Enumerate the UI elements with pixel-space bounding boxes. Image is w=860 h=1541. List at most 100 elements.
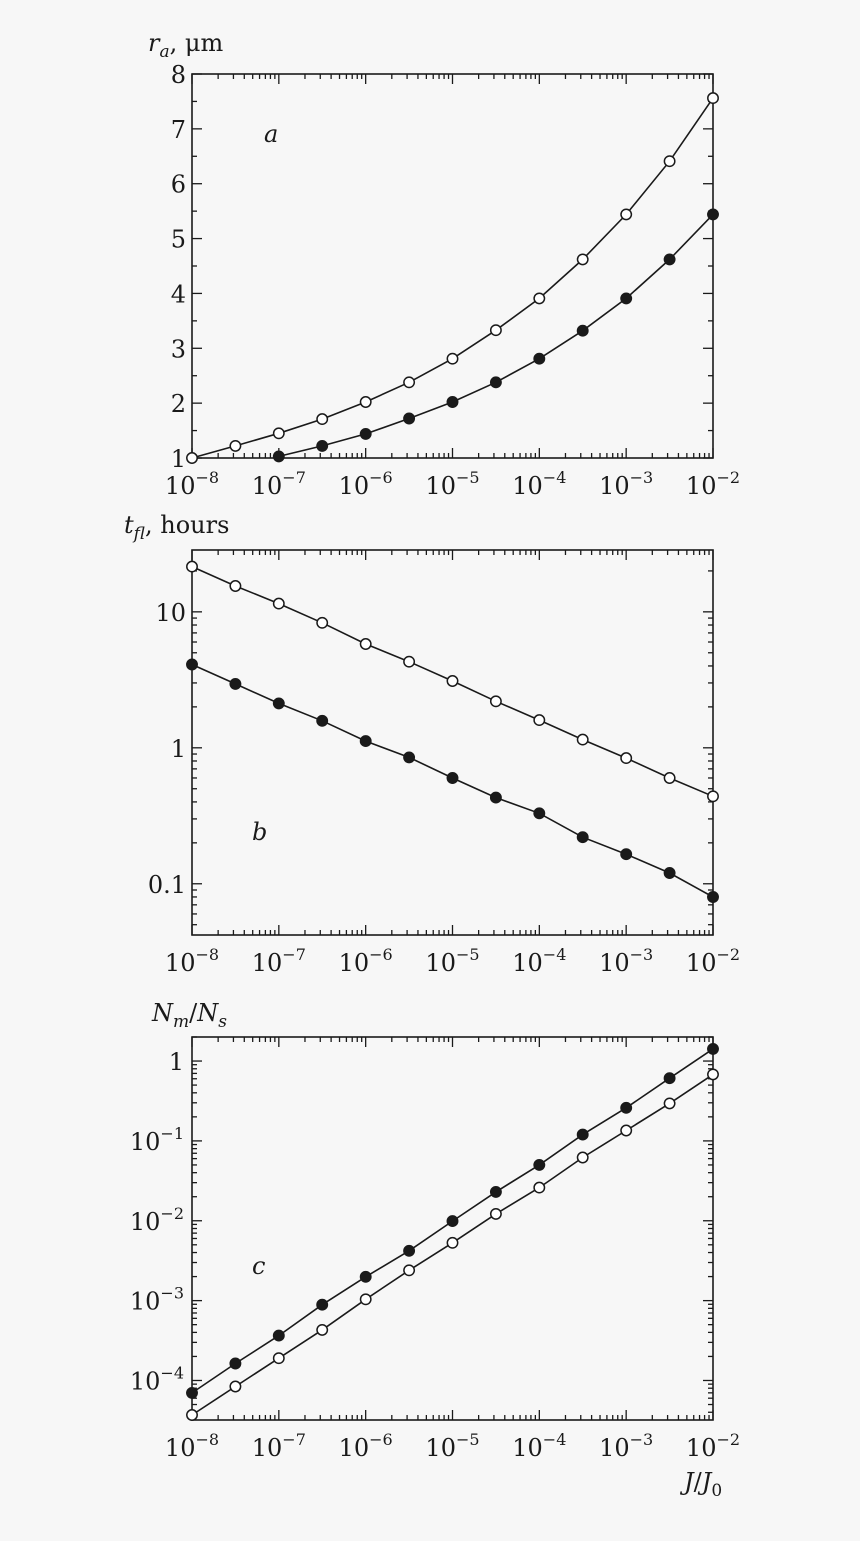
- x-tick-label: 10−4: [512, 1430, 566, 1462]
- data-point: [663, 867, 676, 879]
- data-point: [272, 697, 285, 710]
- y-tick-label: 0.1: [148, 871, 186, 899]
- data-point: [707, 208, 719, 221]
- data-point: [620, 848, 633, 861]
- x-tick-label: 10−3: [599, 1430, 653, 1462]
- data-point: [316, 714, 329, 727]
- panel-letter: b: [252, 818, 267, 846]
- data-point: [272, 597, 285, 610]
- data-point: [316, 1323, 329, 1336]
- y-axis-label: tfl, hours: [124, 511, 229, 544]
- plot-frame: [191, 1036, 714, 1421]
- data-point: [359, 638, 372, 650]
- y-tick-label: 10−1: [130, 1124, 184, 1156]
- data-point: [229, 1380, 242, 1393]
- data-point: [489, 376, 502, 389]
- data-point: [576, 324, 589, 337]
- series-open: [186, 560, 719, 803]
- y-tick-label: 1: [171, 445, 186, 473]
- data-point: [403, 751, 416, 764]
- y-tick-label: 2: [171, 390, 186, 418]
- data-point: [186, 658, 198, 671]
- y-tick-label: 1: [169, 1048, 184, 1076]
- x-tick-label: 10−5: [425, 1430, 479, 1462]
- data-point: [663, 155, 676, 168]
- data-point: [359, 1293, 372, 1306]
- data-point: [403, 412, 416, 425]
- data-point: [446, 1236, 459, 1249]
- data-point: [186, 1386, 198, 1399]
- panel-letter: c: [252, 1252, 265, 1280]
- data-point: [489, 695, 502, 708]
- x-tick-label: 10−6: [339, 1430, 393, 1462]
- data-point: [316, 1298, 329, 1311]
- data-point: [446, 772, 459, 784]
- series-open: [186, 92, 719, 464]
- data-point: [489, 1185, 502, 1198]
- series-filled: [186, 658, 719, 903]
- data-point: [446, 352, 459, 365]
- data-point: [533, 292, 546, 305]
- data-point: [403, 1264, 416, 1277]
- data-point: [359, 427, 372, 440]
- data-point: [707, 891, 719, 903]
- panel-c: 10−8 10−7 10−6 10−5 10−4 10−3 10−2 10−4 10−3 10−2…: [130, 999, 740, 1501]
- data-point: [489, 1207, 502, 1220]
- x-tick-label: 10−8: [165, 945, 219, 977]
- plot-frame: [191, 549, 714, 936]
- x-tick-label: 10−2: [686, 945, 740, 977]
- y-tick-label: 6: [171, 171, 186, 199]
- x-tick-label: 10−7: [252, 468, 306, 500]
- data-point: [489, 791, 502, 804]
- y-tick-label: 10−3: [130, 1284, 184, 1316]
- data-point: [533, 714, 546, 727]
- data-point: [229, 439, 242, 452]
- data-point: [533, 352, 546, 365]
- data-point: [663, 772, 676, 784]
- x-tick-label: 10−3: [599, 468, 653, 500]
- x-tick-label: 10−7: [252, 945, 306, 977]
- data-point: [576, 733, 589, 746]
- data-point: [489, 324, 502, 337]
- x-tick-label: 10−3: [599, 945, 653, 977]
- data-point: [316, 439, 329, 452]
- series-open: [186, 1068, 719, 1421]
- y-axis-label: ra, μm: [148, 29, 223, 62]
- data-point: [272, 450, 285, 463]
- data-point: [186, 452, 198, 464]
- data-point: [620, 1101, 633, 1114]
- data-point: [272, 427, 285, 440]
- x-tick-label: 10−6: [339, 945, 393, 977]
- data-point: [663, 253, 676, 266]
- data-point: [576, 1151, 589, 1164]
- y-tick-label: 4: [171, 280, 186, 308]
- y-axis-label: Nm/Ns: [151, 999, 227, 1032]
- data-point: [533, 807, 546, 820]
- axis-ticks: [191, 550, 714, 935]
- x-tick-label: 10−6: [339, 468, 393, 500]
- data-point: [229, 677, 242, 690]
- data-point: [576, 1128, 589, 1141]
- panel-b: 10−8 10−7 10−6 10−5 10−4 10−3 10−2 0.1 1 10 tfl, h…: [124, 511, 740, 977]
- data-point: [707, 1042, 719, 1055]
- data-point: [359, 1270, 372, 1283]
- data-point: [707, 92, 719, 105]
- panel-a: 10−8 10−7 10−6 10−5 10−4 10−3 10−2 1 2 3 4 5 6 7 8ra, …: [148, 29, 740, 500]
- data-point: [186, 560, 198, 573]
- data-point: [620, 1124, 633, 1137]
- panel-letter: a: [264, 120, 278, 148]
- data-point: [229, 1357, 242, 1370]
- data-point: [663, 1072, 676, 1085]
- data-point: [272, 1329, 285, 1342]
- x-axis-label: J/J0: [679, 1468, 722, 1501]
- data-point: [316, 413, 329, 426]
- data-point: [229, 580, 242, 592]
- data-point: [620, 752, 633, 765]
- y-tick-label: 7: [171, 116, 186, 144]
- x-tick-label: 10−5: [425, 468, 479, 500]
- y-tick-label: 8: [171, 61, 186, 89]
- data-point: [403, 376, 416, 389]
- series-filled: [272, 208, 719, 463]
- data-point: [272, 1352, 285, 1365]
- axis-ticks: [191, 73, 714, 459]
